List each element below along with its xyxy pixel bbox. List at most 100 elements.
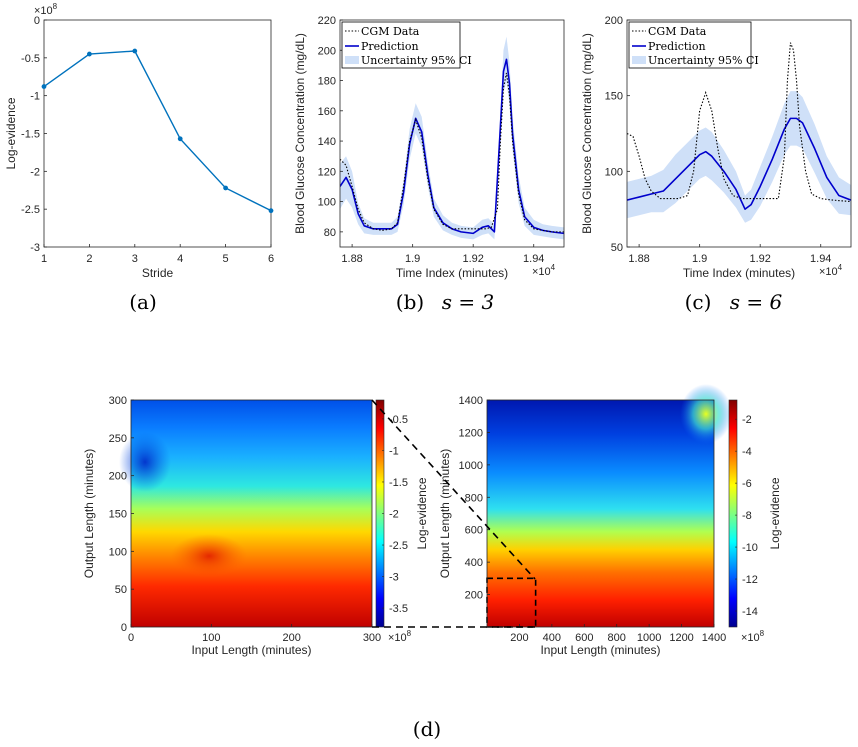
y-tick-label: 180 xyxy=(318,76,336,88)
x-axis-label: Input Length (minutes) xyxy=(191,643,311,657)
y-tick-label: 1000 xyxy=(459,460,483,472)
colorbar-tick-label: -3.5 xyxy=(389,603,408,615)
colorbar-tick-label: -2 xyxy=(389,509,399,521)
y-axis-label: Blood Glucose Concentration (mg/dL) xyxy=(293,33,307,234)
colorbar-tick-label: -2.5 xyxy=(389,540,408,552)
legend-label-ci: Uncertainty 95% CI xyxy=(648,54,759,67)
x-axis-label: Stride xyxy=(142,266,174,280)
x-tick-label: 1.9 xyxy=(405,253,420,265)
y-tick-label: 0 xyxy=(121,622,127,634)
colorbar-tick-label: -4 xyxy=(742,446,752,458)
x-tick-label: 400 xyxy=(543,632,561,644)
y-tick-label: 100 xyxy=(605,166,623,178)
legend-swatch-ci xyxy=(632,56,646,64)
caption-b-prefix: (b) xyxy=(396,290,424,314)
series-line-cgm-data xyxy=(627,42,851,203)
y-tick-label: -2.5 xyxy=(21,204,40,216)
caption-b-math: s = 3 xyxy=(442,290,494,314)
y-tick-label: -1.5 xyxy=(21,129,40,141)
legend-label-cgm: CGM Data xyxy=(361,25,420,38)
y-tick-label: 150 xyxy=(109,509,127,521)
y-tick-label: 160 xyxy=(318,106,336,118)
colorbar-tick-label: -0.5 xyxy=(389,414,408,426)
y-tick-label: 0 xyxy=(34,15,40,27)
series-line-prediction xyxy=(627,117,851,210)
colorbar-tick-label: -14 xyxy=(742,606,758,618)
y-tick-label: 300 xyxy=(109,395,127,407)
axis-exponent-label: ×108 xyxy=(34,2,58,17)
caption-c-prefix: (c) xyxy=(685,290,712,314)
colorbar-tick-label: -2 xyxy=(742,414,752,426)
axis-exponent-label: ×108 xyxy=(388,629,412,644)
colorbar-tick-label: -1 xyxy=(389,445,399,457)
y-axis-label: Output Length (minutes) xyxy=(438,449,452,578)
plot-area xyxy=(627,42,851,223)
legend-swatch-ci xyxy=(345,56,359,64)
panel-b-glucose-s3: 1.88 1.9 1.92 1.94 80 100 120 140 160 180 200 220 Ti… xyxy=(293,15,565,280)
y-tick-label: 200 xyxy=(318,45,336,57)
y-axis-label: Log-evidence xyxy=(415,477,429,549)
legend-label-prediction: Prediction xyxy=(361,40,419,53)
colorbar-tick-label: -10 xyxy=(742,542,758,554)
heatmap-hotspot xyxy=(171,534,247,578)
y-tick-label: 100 xyxy=(109,546,127,558)
legend-label-ci: Uncertainty 95% CI xyxy=(361,54,472,67)
legend-box xyxy=(628,21,752,69)
x-axis-label: Input Length (minutes) xyxy=(540,643,660,657)
x-tick-label: 1.94 xyxy=(810,253,831,265)
x-tick-label: 1400 xyxy=(702,632,726,644)
y-tick-label: -3 xyxy=(30,242,40,254)
x-tick-label: 100 xyxy=(202,632,220,644)
y-axis-label: Log-evidence xyxy=(4,97,18,169)
y-tick-label: 400 xyxy=(465,557,483,569)
y-tick-label: 140 xyxy=(318,136,336,148)
x-tick-label: 1.88 xyxy=(341,253,362,265)
x-tick-label: 1.92 xyxy=(749,253,770,265)
x-tick-label: 800 xyxy=(608,632,626,644)
caption-c-math: s = 6 xyxy=(730,290,783,314)
y-tick-label: 50 xyxy=(611,242,623,254)
y-tick-label: 600 xyxy=(465,525,483,537)
y-tick-label: 220 xyxy=(318,15,336,27)
series-line-log-evidence xyxy=(43,50,272,212)
x-tick-label: 1.94 xyxy=(523,253,544,265)
y-axis-label: Blood Glucose Concentration (mg/dL) xyxy=(580,33,594,234)
data-point xyxy=(132,48,138,54)
x-tick-label: 1200 xyxy=(669,632,693,644)
colorbar-tick-label: -1.5 xyxy=(389,477,408,489)
panel-d-left-heatmap: 0 100 200 300 0 50 100 150 200 250 300 Input Length… xyxy=(82,395,429,657)
panel-a-stride-plot: 1 2 3 4 5 6 0 -0.5 -1 -1.5 -2 -2.5 -3 ×108 Stride Log-e… xyxy=(4,2,274,280)
y-tick-label: 200 xyxy=(465,590,483,602)
series-line-cgm-data xyxy=(340,72,564,233)
axis-exponent-label: ×104 xyxy=(819,263,843,278)
colorbar-tick-label: -3 xyxy=(389,572,399,584)
axis-exponent-label: ×108 xyxy=(741,629,765,644)
colorbar-tick-label: -8 xyxy=(742,510,752,522)
x-tick-label: 1.92 xyxy=(462,253,483,265)
x-tick-label: 1 xyxy=(41,253,47,265)
ci-band xyxy=(627,91,851,223)
ci-band xyxy=(340,36,564,240)
x-tick-label: 600 xyxy=(575,632,593,644)
x-tick-label: 200 xyxy=(282,632,300,644)
y-tick-label: 120 xyxy=(318,166,336,178)
x-tick-label: 200 xyxy=(510,632,528,644)
plot-area xyxy=(340,36,564,240)
axis-exponent-label: ×104 xyxy=(532,263,556,278)
caption-a: (a) xyxy=(129,290,157,314)
colorbar xyxy=(728,399,738,628)
legend-label-cgm: CGM Data xyxy=(648,25,707,38)
axes-frame xyxy=(486,399,715,628)
heatmap-field xyxy=(487,400,714,627)
x-tick-label: 1.88 xyxy=(628,253,649,265)
axes-frame xyxy=(626,19,852,248)
legend-box xyxy=(341,21,461,69)
x-tick-label: 5 xyxy=(223,253,229,265)
x-tick-label: 1000 xyxy=(637,632,661,644)
y-tick-label: 80 xyxy=(324,227,336,239)
y-tick-label: 200 xyxy=(605,15,623,27)
data-point xyxy=(223,185,229,191)
